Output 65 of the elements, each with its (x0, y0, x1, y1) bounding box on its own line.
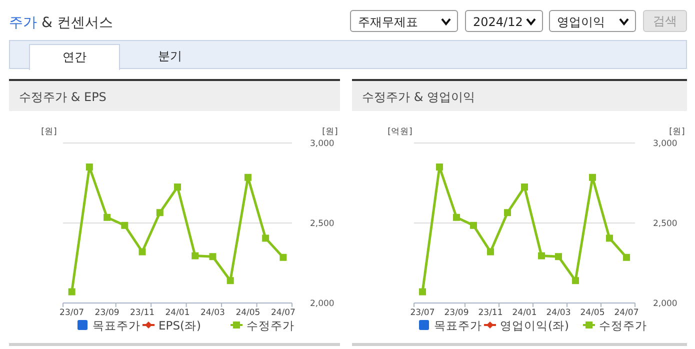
point (192, 252, 199, 260)
point (470, 222, 477, 229)
point (68, 288, 76, 296)
point (606, 234, 613, 242)
chart-title: 수정주가 & 영업이익 (362, 90, 475, 104)
point (487, 248, 494, 256)
y2-tick-label: 3,000 (653, 139, 678, 149)
point (280, 254, 287, 261)
y-axis-title: [억원] (388, 127, 412, 137)
y2-axis-title: [원] (669, 127, 685, 137)
text: 연간 (29, 44, 120, 70)
point (504, 209, 511, 216)
legend-label: 영업이익(좌) (500, 318, 569, 332)
y-axis-title: [원] (41, 127, 57, 137)
point (244, 174, 252, 181)
point (174, 184, 181, 190)
x-tick-label: 23/11 (478, 308, 503, 318)
x-tick-label: 24/01 (512, 308, 537, 318)
y2-tick-label: 2,500 (310, 219, 334, 229)
text: 2024/12 (465, 10, 543, 32)
y2-tick-label: 3,000 (310, 139, 334, 149)
text: 주재무제표 (350, 10, 458, 32)
text: 검색 (643, 10, 687, 32)
point (138, 248, 146, 256)
legend-label: 수정주가 (246, 318, 294, 332)
legend-label: 수정주가 (599, 318, 647, 332)
x-tick-label: 24/05 (580, 308, 605, 318)
text: 영업이익 (549, 10, 636, 32)
point (86, 164, 93, 170)
point (623, 254, 630, 261)
legend-label: 목표주가 (434, 318, 482, 332)
point (521, 184, 528, 190)
x-tick-label: 23/07 (410, 308, 435, 318)
x-tick-label: 24/03 (200, 308, 225, 318)
point (572, 277, 579, 284)
point (538, 252, 545, 260)
point (589, 174, 596, 181)
y2-tick-label: 2,000 (310, 299, 334, 309)
x-tick-label: 24/05 (236, 308, 260, 318)
x-tick-label: 23/09 (444, 308, 469, 318)
point (555, 253, 562, 260)
point (209, 253, 216, 260)
x-tick-label: 23/09 (94, 308, 120, 318)
chart-title: 수정주가 & EPS (19, 90, 106, 104)
point (436, 164, 443, 170)
text: 주가 & 컨센서스 (9, 15, 113, 31)
text: 분기 (157, 48, 183, 65)
point (104, 214, 111, 221)
point (419, 288, 426, 296)
legend-label: 목표주가 (92, 318, 140, 332)
point (121, 222, 128, 229)
x-tick-label: 23/07 (60, 308, 84, 318)
y2-axis-title: [원] (322, 127, 338, 137)
y2-tick-label: 2,000 (653, 299, 678, 309)
point (262, 234, 270, 242)
point (226, 277, 234, 284)
x-tick-label: 24/07 (270, 308, 296, 318)
legend-label: EPS(좌) (158, 318, 201, 332)
point (453, 214, 460, 221)
x-tick-label: 23/11 (130, 308, 155, 318)
y2-tick-label: 2,500 (653, 219, 678, 229)
point (156, 209, 164, 216)
x-tick-label: 24/07 (614, 308, 639, 318)
x-tick-label: 24/01 (165, 308, 190, 318)
x-tick-label: 24/03 (546, 308, 571, 318)
